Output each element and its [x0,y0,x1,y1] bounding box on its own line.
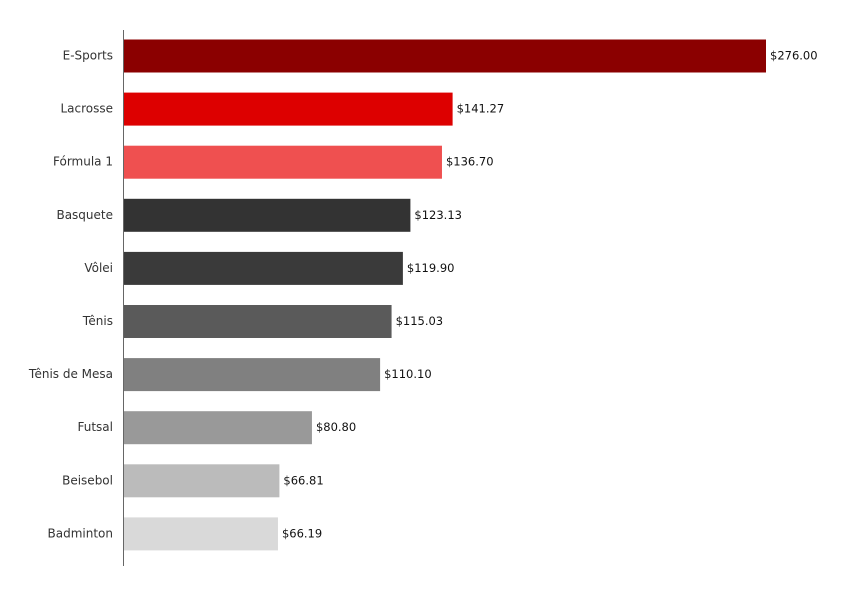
category-label: Beisebol [62,473,113,487]
value-label: $123.13 [414,208,462,222]
bar [124,464,280,498]
bar [124,145,442,179]
category-label: Tênis [82,314,113,328]
category-label: Badminton [48,526,113,540]
bar [124,251,403,285]
value-label: $136.70 [446,155,494,169]
category-label: E-Sports [63,49,113,63]
value-label: $80.80 [316,420,356,434]
value-label: $66.81 [283,473,323,487]
category-label: Vôlei [84,261,113,275]
bar [124,411,312,445]
bar [124,198,411,232]
value-label: $115.03 [396,314,444,328]
bar [124,39,766,73]
category-label: Tênis de Mesa [28,367,113,381]
value-label: $141.27 [457,102,505,116]
bar [124,517,278,551]
category-label: Futsal [78,420,114,434]
value-label: $110.10 [384,367,432,381]
category-label: Fórmula 1 [53,155,113,169]
bar [124,358,381,392]
category-label: Lacrosse [60,102,113,116]
bar [124,92,453,126]
bar [124,305,392,338]
value-label: $66.19 [282,526,322,540]
value-label: $276.00 [770,49,818,63]
value-label: $119.90 [407,261,455,275]
category-label: Basquete [56,208,113,222]
